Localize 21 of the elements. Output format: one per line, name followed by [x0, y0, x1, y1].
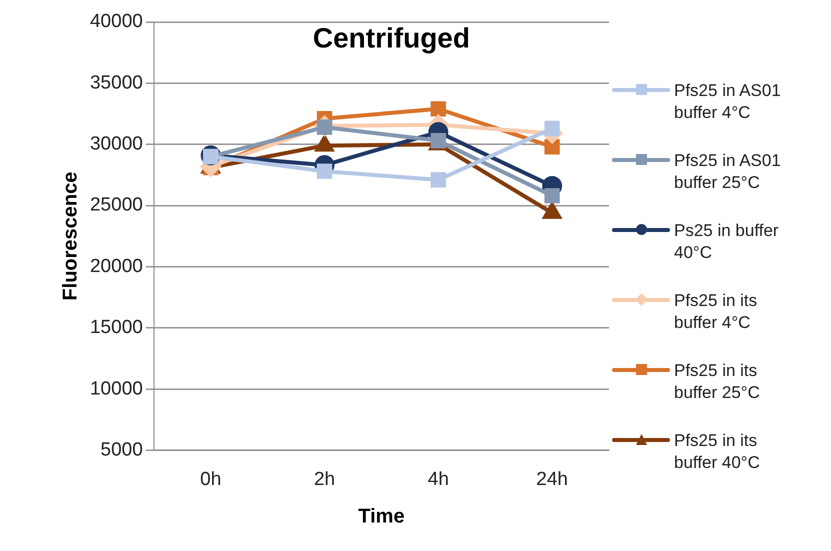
legend-label: Pfs25 in its buffer 25°C — [674, 360, 761, 404]
y-tick-label: 35000 — [90, 72, 143, 94]
y-axis-title: Fluorescence — [60, 172, 82, 301]
y-tick-label: 15000 — [90, 317, 143, 338]
legend-label: Ps25 in buffer 40°C — [674, 220, 780, 264]
x-axis-title: Time — [358, 506, 405, 528]
x-tick-label: 24h — [536, 468, 568, 490]
legend-label: Pfs25 in AS01 buffer 25°C — [674, 150, 782, 194]
y-tick-label: 20000 — [90, 256, 143, 277]
legend-label: Pfs25 in AS01 buffer 4°C — [674, 80, 782, 124]
y-tick-label: 25000 — [90, 194, 143, 216]
y-tick-label: 10000 — [90, 378, 143, 400]
y-tick-label: 30000 — [90, 134, 143, 155]
x-tick-label: 4h — [428, 468, 449, 490]
x-tick-label: 0h — [200, 468, 222, 490]
y-tick-label: 5000 — [100, 439, 143, 460]
legend-label: Pfs25 in its buffer 4°C — [674, 290, 758, 334]
y-tick-label: 40000 — [90, 11, 143, 32]
x-tick-label: 2h — [314, 468, 336, 490]
legend-label: Pfs25 in its buffer 40°C — [674, 430, 761, 474]
chart-title: Centrifuged — [312, 22, 470, 54]
